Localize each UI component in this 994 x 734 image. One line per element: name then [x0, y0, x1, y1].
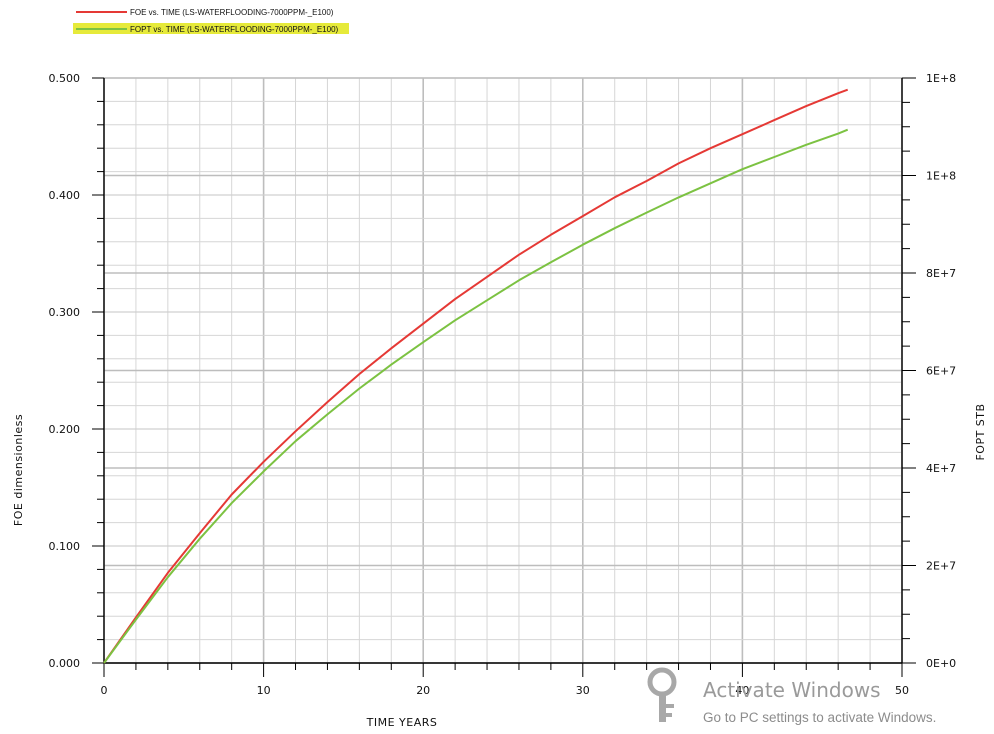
legend-label-1: FOE vs. TIME (LS-WATERFLOODING-7000PPM-_… — [130, 8, 334, 17]
left-axis-title: FOE dimensionless — [12, 414, 25, 526]
left-tick-label: 0.000 — [49, 657, 81, 670]
left-tick-label: 0.200 — [49, 423, 81, 436]
left-tick-label: 0.400 — [49, 189, 81, 202]
bottom-tick-label: 20 — [416, 684, 430, 697]
key-icon-shaft — [659, 692, 666, 722]
key-icon-bit — [666, 713, 672, 717]
bottom-tick-label: 40 — [735, 684, 749, 697]
bottom-tick-label: 30 — [576, 684, 590, 697]
x-axis-title: TIME YEARS — [366, 716, 438, 729]
legend: FOE vs. TIME (LS-WATERFLOODING-7000PPM-_… — [73, 8, 349, 34]
series-line-2 — [103, 128, 849, 664]
right-tick-label: 6E+7 — [926, 365, 956, 378]
bottom-tick-label: 50 — [895, 684, 909, 697]
bottom-tick-label: 0 — [101, 684, 108, 697]
series-line-1 — [103, 88, 849, 664]
watermark-title: Activate Windows — [703, 678, 881, 702]
right-tick-label: 0E+0 — [926, 657, 956, 670]
right-tick-label: 1E+8 — [926, 72, 956, 85]
right-tick-label: 2E+7 — [926, 560, 956, 573]
left-tick-label: 0.300 — [49, 306, 81, 319]
activate-windows-watermark: Activate Windows Go to PC settings to act… — [647, 667, 936, 725]
key-icon-bow — [647, 667, 677, 697]
key-icon — [647, 667, 677, 722]
series-layer — [103, 88, 849, 664]
key-icon-bit — [666, 704, 674, 708]
right-tick-label: 8E+7 — [926, 267, 956, 280]
axes: 0.000 0.100 0.200 0.300 0.400 0.500 0E+0 2E+7 4E… — [12, 72, 987, 729]
right-tick-label: 1E+8 — [926, 170, 956, 183]
left-tick-label: 0.100 — [49, 540, 81, 553]
left-tick-label: 0.500 — [49, 72, 81, 85]
legend-highlight — [73, 23, 349, 34]
watermark-subtitle: Go to PC settings to activate Windows. — [703, 710, 936, 725]
grid — [103, 77, 903, 664]
right-tick-label: 4E+7 — [926, 462, 956, 475]
right-axis-title: FOPT STB — [974, 403, 987, 460]
bottom-tick-label: 10 — [257, 684, 271, 697]
legend-label-2: FOPT vs. TIME (LS-WATERFLOODING-7000PPM-… — [130, 25, 339, 34]
